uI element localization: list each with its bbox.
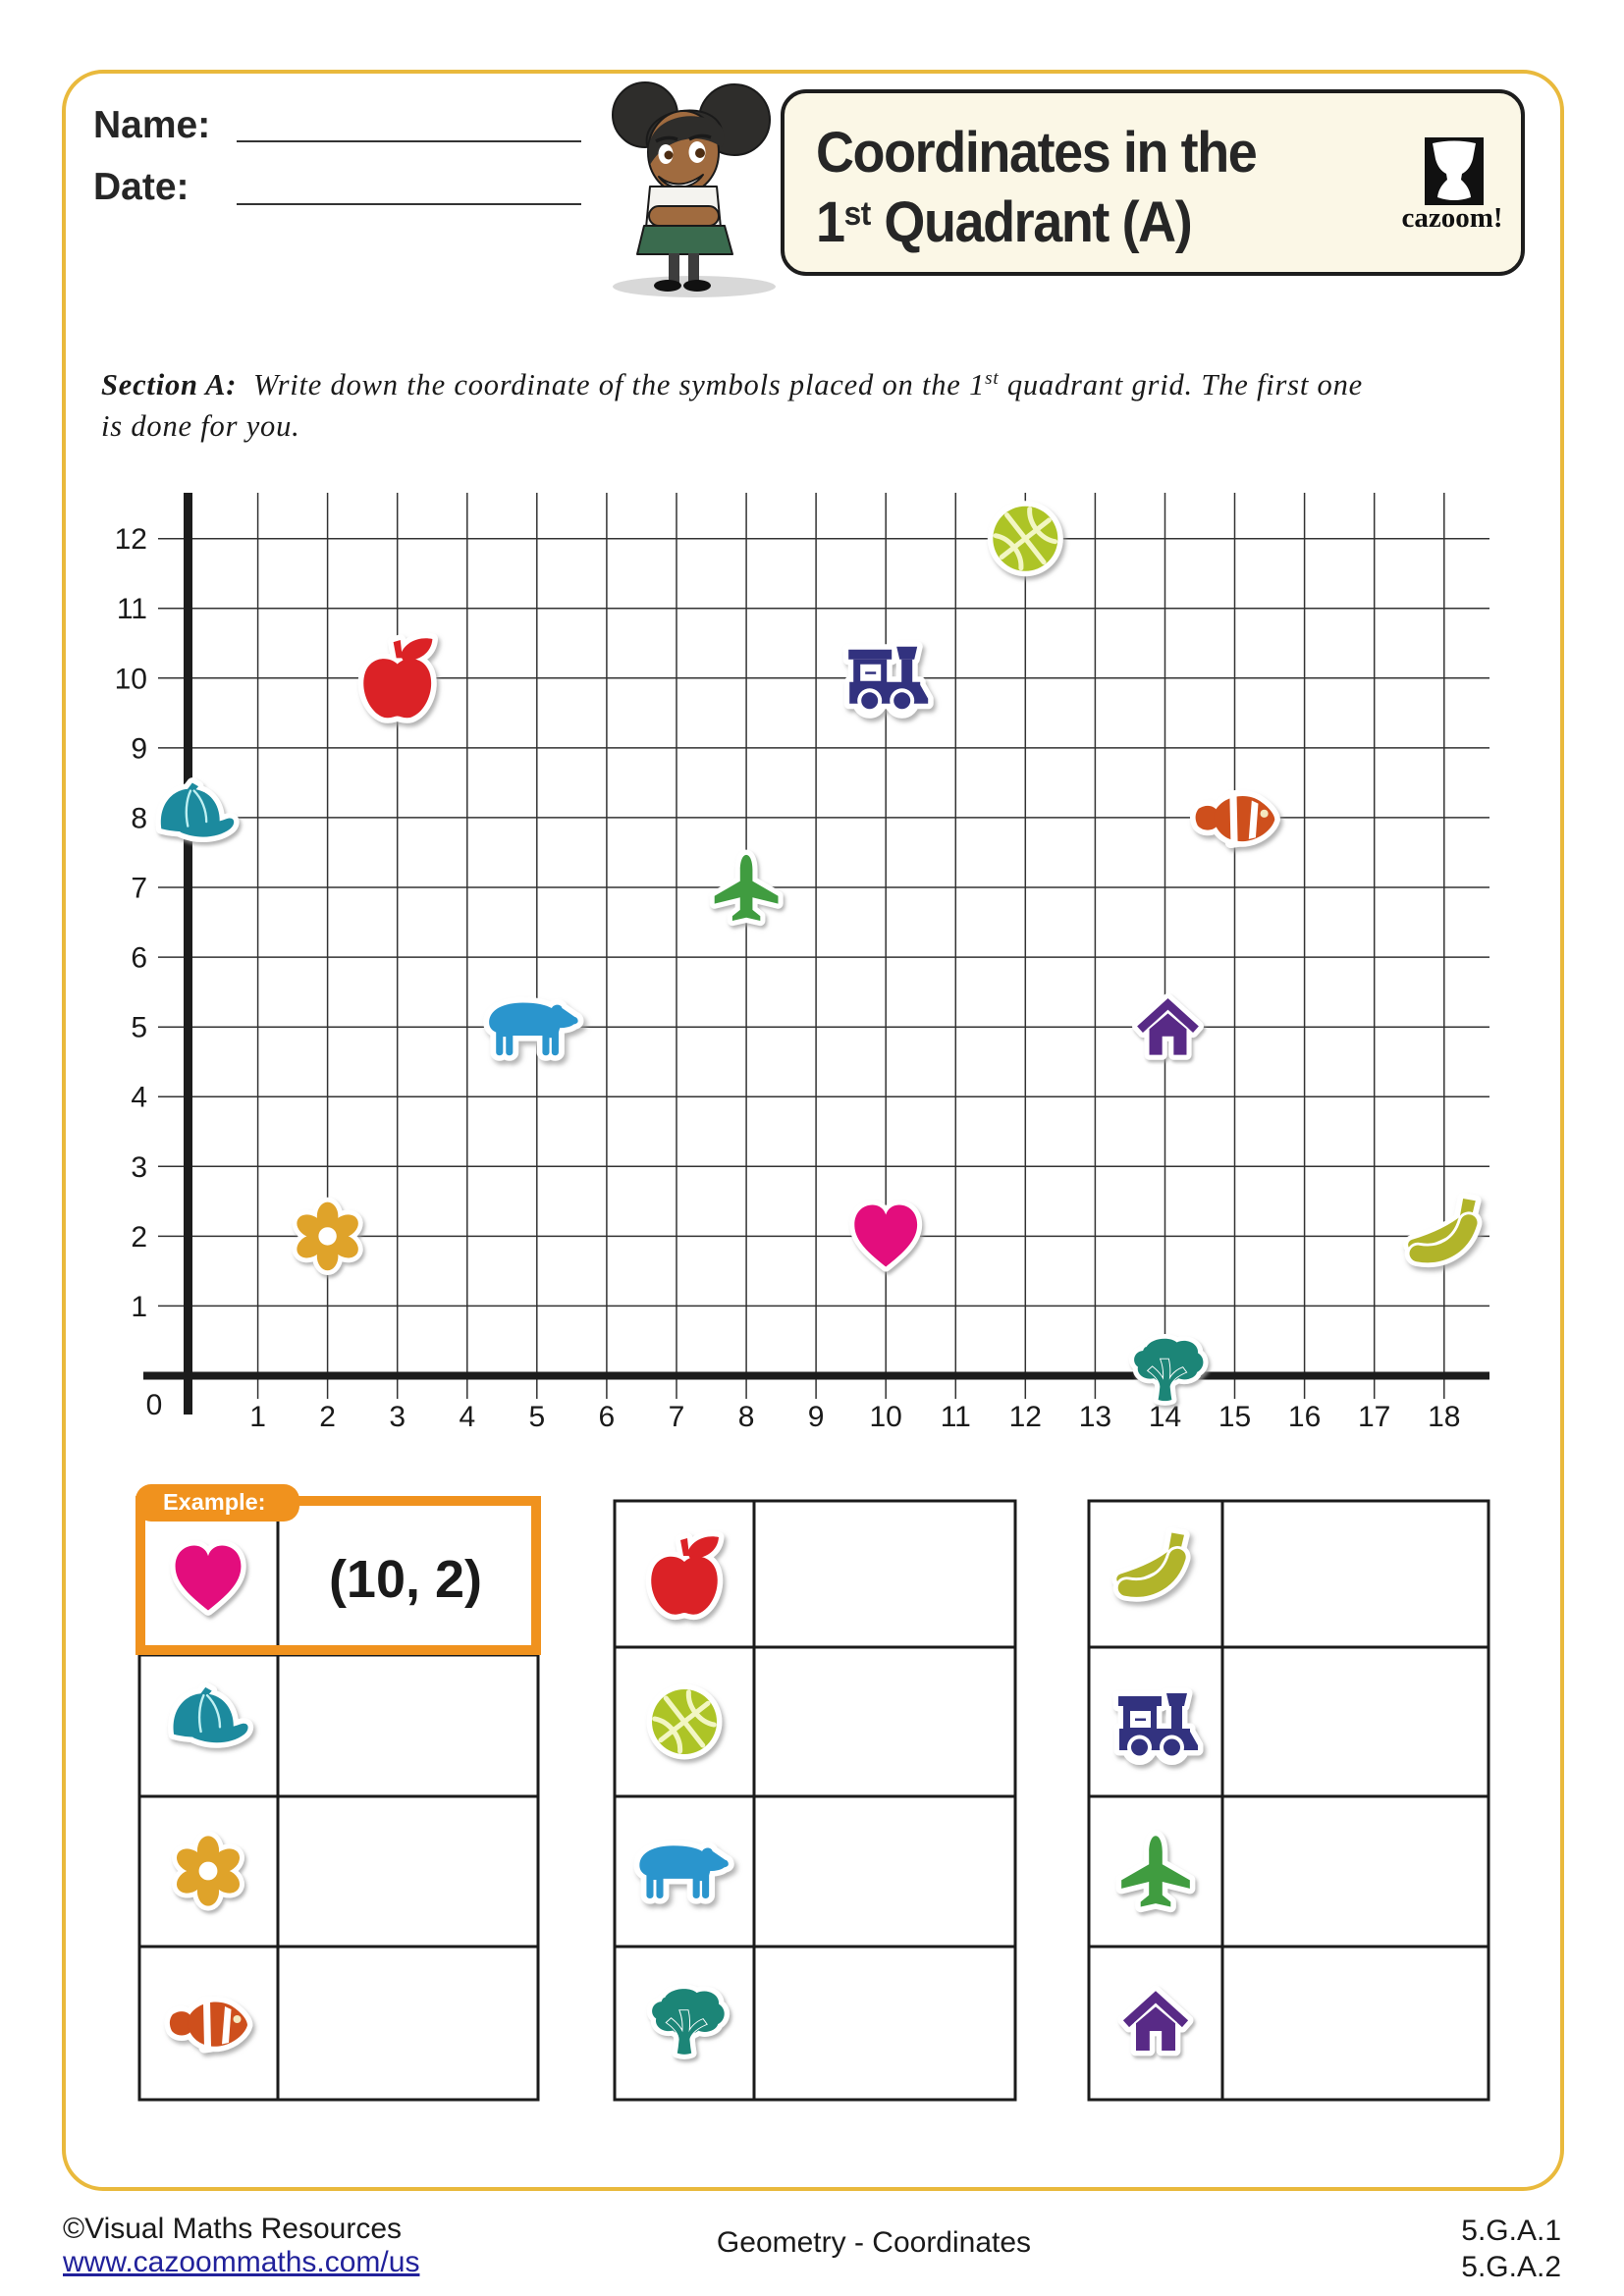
svg-text:6: 6 (599, 1401, 616, 1433)
svg-text:11: 11 (117, 593, 147, 625)
svg-text:9: 9 (131, 732, 147, 765)
svg-text:5: 5 (131, 1012, 147, 1044)
svg-text:(10, 2): (10, 2) (329, 1550, 482, 1609)
svg-text:10: 10 (870, 1401, 902, 1433)
svg-text:6: 6 (131, 942, 147, 975)
svg-text:1: 1 (131, 1291, 147, 1323)
svg-text:4: 4 (131, 1082, 147, 1114)
svg-text:cazoom!: cazoom! (1401, 202, 1502, 234)
svg-text:16: 16 (1288, 1401, 1321, 1433)
svg-text:15: 15 (1218, 1401, 1251, 1433)
svg-text:0: 0 (146, 1389, 163, 1421)
svg-text:7: 7 (669, 1401, 685, 1433)
svg-text:14: 14 (1149, 1401, 1181, 1433)
svg-text:12: 12 (115, 523, 147, 556)
svg-text:8: 8 (131, 802, 147, 834)
svg-text:12: 12 (1009, 1401, 1042, 1433)
svg-text:2: 2 (319, 1401, 336, 1433)
svg-text:18: 18 (1428, 1401, 1460, 1433)
svg-text:5: 5 (528, 1401, 545, 1433)
svg-text:4: 4 (459, 1401, 475, 1433)
svg-text:Example:: Example: (163, 1489, 266, 1515)
svg-text:7: 7 (131, 873, 147, 905)
svg-text:13: 13 (1079, 1401, 1111, 1433)
svg-text:2: 2 (131, 1221, 147, 1254)
svg-text:10: 10 (115, 663, 147, 695)
svg-text:8: 8 (738, 1401, 755, 1433)
svg-text:17: 17 (1358, 1401, 1390, 1433)
svg-text:3: 3 (131, 1151, 147, 1184)
svg-text:11: 11 (941, 1401, 971, 1433)
svg-text:1: 1 (249, 1401, 266, 1433)
svg-text:3: 3 (389, 1401, 406, 1433)
svg-text:9: 9 (808, 1401, 825, 1433)
